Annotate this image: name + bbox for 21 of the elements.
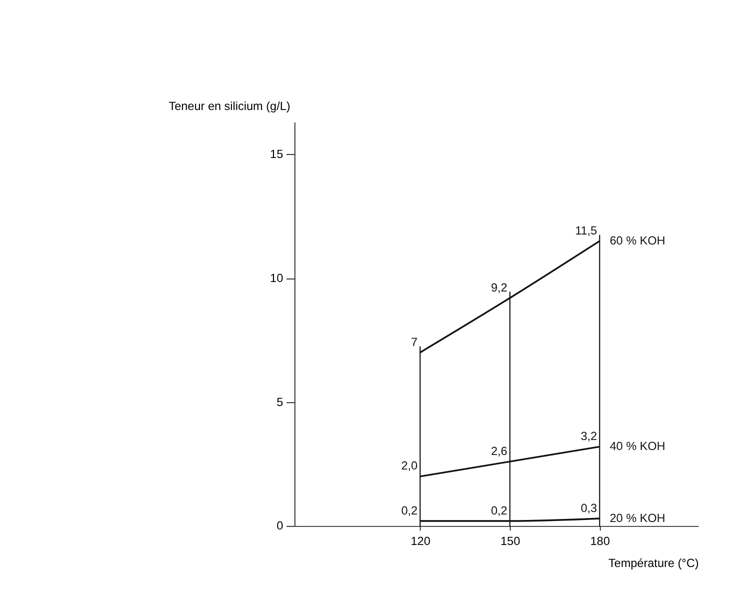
x-axis-title: Température (°C) (608, 556, 699, 570)
data-label: 3,2 (580, 430, 598, 443)
series-label: 40 % KOH (610, 440, 666, 454)
series-label: 20 % KOH (610, 512, 666, 525)
data-label: 9,2 (490, 281, 508, 294)
data-label: 0,2 (490, 504, 508, 518)
data-label: 2,0 (401, 460, 418, 473)
y-tick-label: 15 (270, 148, 284, 162)
data-label: 2,6 (490, 444, 508, 458)
data-label: 7 (411, 336, 418, 349)
x-tick-label: 120 (410, 534, 431, 548)
y-tick-label: 5 (276, 396, 284, 409)
x-tick-label: 150 (500, 534, 521, 548)
y-axis-title: Teneur en silicium (g/L) (168, 100, 290, 113)
data-label: 0,3 (580, 502, 598, 515)
series-label: 60 % KOH (610, 234, 666, 248)
y-tick-label: 10 (270, 272, 284, 285)
y-tick-label: 0 (276, 520, 284, 533)
x-tick-label: 180 (590, 534, 610, 548)
data-label: 11,5 (575, 224, 598, 238)
data-label: 0,2 (401, 504, 418, 518)
